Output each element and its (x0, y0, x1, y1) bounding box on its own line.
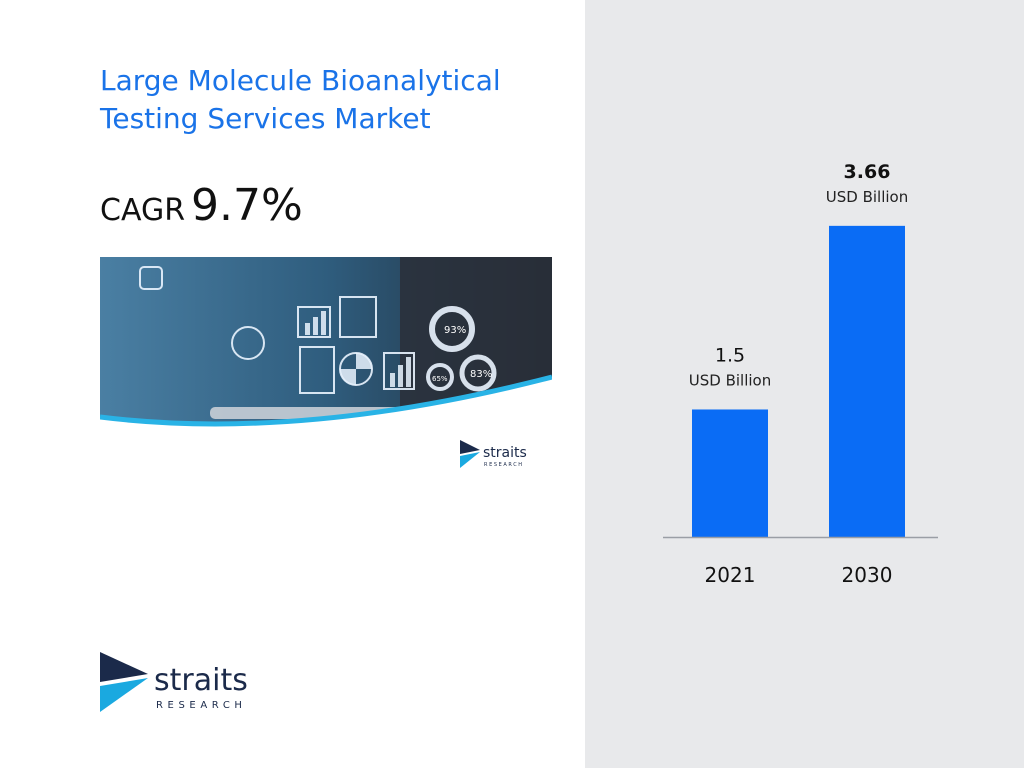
bar-2021 (692, 409, 768, 537)
unit-label-2030: USD Billion (826, 188, 908, 206)
small-logo-mark: straits RESEARCH (460, 440, 527, 468)
hero-image: 93% 65% 83% (100, 257, 552, 437)
small-logo-sub: RESEARCH (484, 462, 524, 468)
logo-mark: straits RESEARCH (100, 652, 248, 712)
hero-label-3: 83% (470, 369, 492, 380)
cagr-block: CAGR 9.7% (100, 180, 303, 231)
brand-logo: straits RESEARCH (100, 652, 260, 721)
category-label-2021: 2021 (705, 563, 756, 587)
hero-label-1: 93% (444, 325, 466, 336)
value-label-2030: 3.66 (844, 161, 891, 183)
small-brand-logo: straits RESEARCH (460, 440, 540, 477)
page-title: Large Molecule Bioanalytical Testing Ser… (100, 64, 501, 135)
bar-2030 (829, 225, 905, 537)
value-label-2021: 1.5 (715, 344, 745, 366)
category-label-2030: 2030 (842, 563, 893, 587)
cagr-label: CAGR (100, 193, 186, 228)
unit-label-2021: USD Billion (689, 371, 771, 389)
cagr-value: 9.7% (191, 180, 303, 231)
logo-sub: RESEARCH (156, 700, 247, 711)
small-logo-name: straits (483, 445, 527, 461)
hero-illustration: 93% 65% 83% (100, 257, 552, 437)
bar-chart: 1.5 USD Billion 2021 3.66 USD Billion 2030 (663, 161, 938, 587)
hero-label-2: 65% (432, 375, 448, 383)
chart-panel-background (585, 0, 1024, 768)
logo-name: straits (154, 663, 248, 698)
